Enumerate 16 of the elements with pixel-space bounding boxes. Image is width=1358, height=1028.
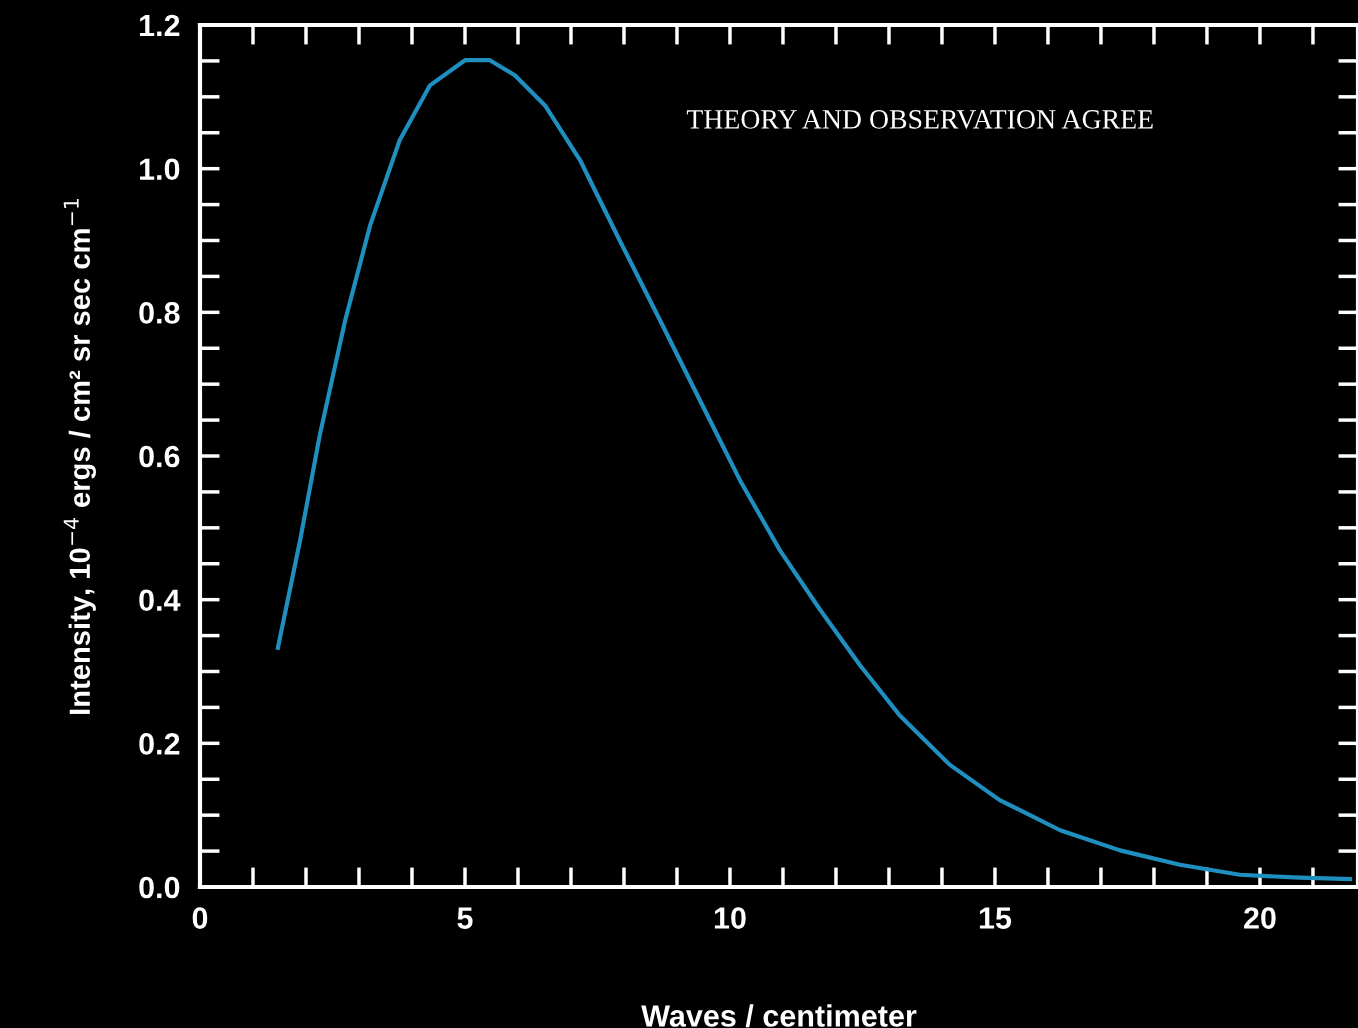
annotation: THEORY AND OBSERVATION AGREE [686, 110, 1153, 129]
y-tick-label: 1.0 [140, 158, 180, 181]
y-tick-label: 0.8 [139, 302, 180, 324]
y-tick-label: 0.2 [139, 733, 180, 755]
x-tick-label: 10 [714, 907, 746, 929]
y-tick-label: 1.2 [140, 14, 180, 37]
y-axis-title: Intensity, 10$^{−4}$ ergs / cm² sr sec cm$^{−1}$ [63, 199, 96, 714]
x-tick-label: 0 [192, 907, 208, 929]
line-series [275, 58, 1353, 882]
x-tick-label: 20 [1244, 907, 1276, 929]
x-tick-label: 15 [979, 907, 1012, 929]
y-tick-label: 0.4 [139, 589, 181, 612]
x-tick-label: 5 [457, 907, 473, 929]
y-tick-label: 0.0 [139, 876, 180, 899]
y-tick-label: 0.6 [139, 445, 180, 468]
x-axis-title: Waves / centimeter [641, 1004, 917, 1028]
